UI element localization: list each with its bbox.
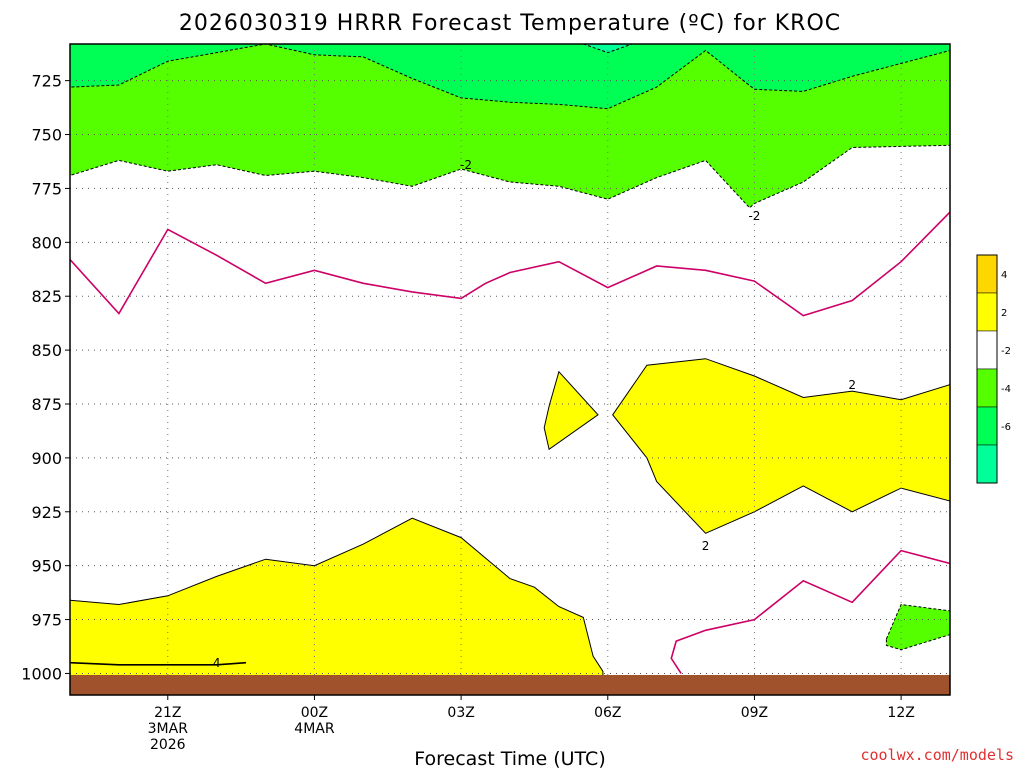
x-tick-label: 06Z	[594, 705, 621, 721]
contour-label: 2	[702, 539, 710, 553]
y-tick-label: 750	[31, 126, 62, 145]
contour-line-0C	[670, 549, 950, 674]
contour-region-5	[70, 517, 604, 685]
y-tick-label: 875	[31, 395, 62, 414]
contour-label: 4	[213, 656, 221, 670]
contour-region-3	[612, 358, 950, 534]
contour-line-4	[70, 661, 247, 666]
contour-line-0C	[70, 211, 950, 317]
y-tick-label: 800	[31, 233, 62, 252]
ground-surface	[70, 675, 950, 695]
colorbar-swatch	[976, 368, 998, 408]
y-tick-label: 975	[31, 611, 62, 630]
colorbar-label: -2	[1001, 346, 1011, 357]
chart-title: 2026030319 HRRR Forecast Temperature (ºC…	[179, 11, 841, 36]
colorbar-swatch	[976, 444, 998, 484]
x-tick-label: 3MAR	[148, 721, 189, 737]
colorbar-swatch	[976, 254, 998, 294]
colorbar-label: -4	[1001, 384, 1011, 395]
y-tick-label: 775	[31, 179, 62, 198]
x-tick-label: 00Z	[301, 705, 328, 721]
x-axis-label: Forecast Time (UTC)	[414, 748, 605, 768]
contour-label: -2	[460, 158, 472, 172]
credit-text: coolwx.com/models	[860, 746, 1014, 764]
colorbar-swatch	[976, 406, 998, 446]
colorbar-swatch	[976, 330, 998, 370]
colorbar-label: 4	[1001, 270, 1007, 281]
x-tick-label: 03Z	[447, 705, 474, 721]
plot-frame	[69, 43, 951, 696]
y-tick-label: 925	[31, 503, 62, 522]
x-tick-label: 2026	[150, 737, 186, 753]
x-tick-label: 4MAR	[294, 721, 335, 737]
colorbar-label: 2	[1001, 308, 1007, 319]
contour-region-0	[70, 44, 950, 209]
y-tick-label: 850	[31, 341, 62, 360]
colorbar-label: -6	[1001, 422, 1011, 433]
contour-label: -2	[748, 209, 760, 223]
y-tick-label: 950	[31, 557, 62, 576]
contour-region-4	[543, 370, 599, 451]
y-tick-label: 725	[31, 72, 62, 91]
x-tick-label: 21Z	[154, 705, 181, 721]
colorbar-swatch	[976, 292, 998, 332]
y-tick-label: 900	[31, 449, 62, 468]
contour-region-1	[70, 44, 950, 110]
y-tick-label: 1000	[21, 664, 62, 683]
contour-region-6	[885, 603, 950, 651]
y-tick-label: 825	[31, 287, 62, 306]
x-tick-label: 09Z	[741, 705, 768, 721]
x-tick-label: 12Z	[887, 705, 914, 721]
colorbar-frame	[976, 254, 998, 484]
contour-region-2	[583, 44, 633, 54]
contour-label: 2	[848, 378, 856, 392]
